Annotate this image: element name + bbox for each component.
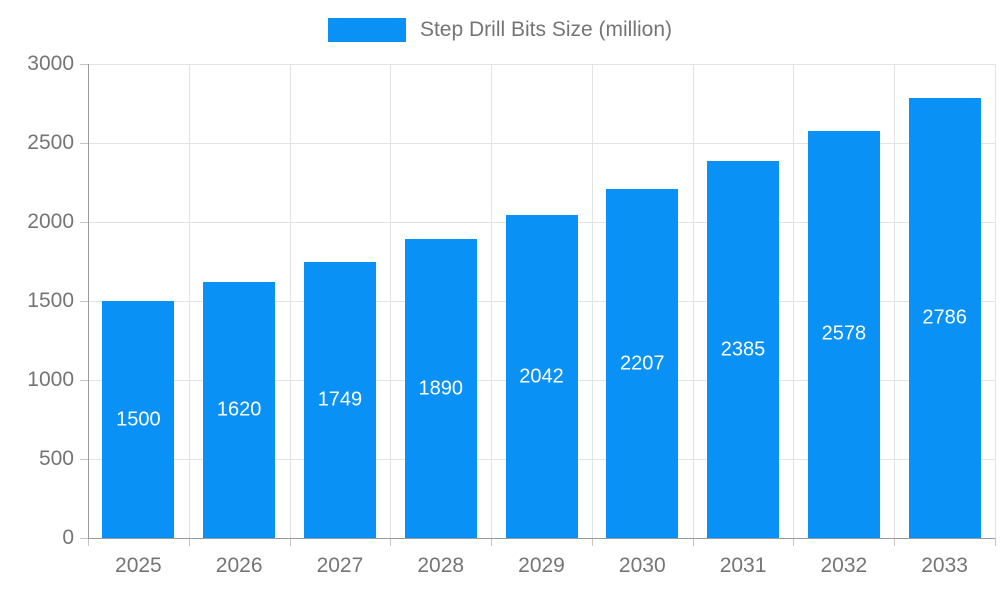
bar[interactable] xyxy=(404,239,477,538)
x-axis-tick xyxy=(188,538,190,546)
y-axis-tick xyxy=(80,301,88,302)
x-axis-label: 2029 xyxy=(518,554,565,577)
x-axis-tick xyxy=(692,538,694,546)
bar[interactable] xyxy=(102,301,175,538)
y-axis-label: 2500 xyxy=(27,131,74,154)
bar[interactable] xyxy=(707,161,780,538)
y-axis-tick xyxy=(80,380,88,381)
x-axis-label: 2032 xyxy=(820,554,868,577)
gridline-vertical xyxy=(390,64,392,538)
bar-value-label: 2042 xyxy=(519,365,564,388)
y-axis-label: 1000 xyxy=(27,368,74,391)
gridline-vertical xyxy=(692,64,694,538)
legend-swatch xyxy=(327,18,406,42)
bar[interactable] xyxy=(606,189,679,538)
gridline-vertical xyxy=(894,64,896,538)
bar-value-label: 1500 xyxy=(116,408,161,430)
y-axis-tick xyxy=(80,222,88,223)
x-axis-tick xyxy=(894,538,896,546)
bar-value-label: 2786 xyxy=(922,306,967,329)
bar-value-label: 1620 xyxy=(216,398,262,421)
x-axis-label: 2030 xyxy=(618,554,666,577)
x-axis-tick xyxy=(491,538,493,546)
y-axis-label: 1500 xyxy=(27,289,74,312)
bar[interactable] xyxy=(203,282,276,538)
bar[interactable] xyxy=(807,130,880,538)
x-axis-line xyxy=(88,538,995,539)
gridline-horizontal xyxy=(88,64,995,65)
x-axis-tick xyxy=(793,538,795,546)
y-axis-tick xyxy=(80,64,88,65)
y-axis-label: 2000 xyxy=(27,210,74,233)
bar-value-label: 1749 xyxy=(317,388,363,411)
bar-value-label: 2207 xyxy=(620,352,665,375)
gridline-vertical xyxy=(995,64,996,538)
x-axis-label: 2027 xyxy=(316,554,364,577)
gridline-horizontal xyxy=(88,143,995,144)
gridline-vertical xyxy=(188,64,190,538)
y-axis-label: 0 xyxy=(62,526,74,549)
gridline-vertical xyxy=(491,64,493,538)
gridline-vertical xyxy=(289,64,291,538)
bar[interactable] xyxy=(908,97,981,538)
y-axis-tick xyxy=(80,143,88,144)
bar[interactable] xyxy=(505,215,578,538)
y-axis-label: 3000 xyxy=(27,52,74,75)
x-axis-label: 2031 xyxy=(719,554,767,577)
legend-label: Step Drill Bits Size (million) xyxy=(419,18,673,41)
x-axis-tick xyxy=(995,538,996,546)
x-axis-label: 2028 xyxy=(417,554,465,577)
x-axis-label: 2033 xyxy=(921,554,968,577)
x-axis-tick xyxy=(289,538,291,546)
gridline-vertical xyxy=(591,64,593,538)
x-axis-label: 2026 xyxy=(215,554,263,577)
bar[interactable] xyxy=(303,261,376,538)
gridline-vertical xyxy=(793,64,795,538)
x-axis-tick xyxy=(591,538,593,546)
x-axis-tick xyxy=(390,538,392,546)
x-axis-label: 2025 xyxy=(115,554,162,577)
y-axis-tick xyxy=(80,459,88,460)
y-axis-tick xyxy=(80,538,88,539)
y-axis-line xyxy=(88,64,89,538)
bar-value-label: 2578 xyxy=(821,322,867,345)
bar-value-label: 1890 xyxy=(418,377,463,400)
y-axis-label: 500 xyxy=(38,447,74,470)
x-axis-tick xyxy=(88,538,89,546)
bar-value-label: 2385 xyxy=(720,338,766,361)
chart-legend[interactable]: Step Drill Bits Size (million) xyxy=(0,18,1000,42)
